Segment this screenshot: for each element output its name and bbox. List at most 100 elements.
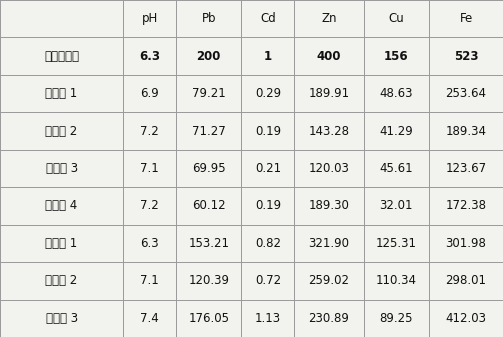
Bar xyxy=(241,262,294,300)
Bar xyxy=(364,300,429,337)
Bar xyxy=(241,75,294,112)
Bar xyxy=(241,150,294,187)
Bar xyxy=(176,300,241,337)
Text: 189.34: 189.34 xyxy=(446,125,486,137)
Text: 298.01: 298.01 xyxy=(446,274,486,287)
Bar xyxy=(176,225,241,262)
Text: 69.95: 69.95 xyxy=(192,162,225,175)
Bar xyxy=(429,262,503,300)
Text: 对比例 3: 对比例 3 xyxy=(46,312,77,325)
Bar xyxy=(0,187,123,225)
Bar xyxy=(294,225,364,262)
Text: Cd: Cd xyxy=(260,12,276,25)
Bar xyxy=(429,187,503,225)
Text: 200: 200 xyxy=(197,50,221,63)
Bar xyxy=(0,37,123,75)
Text: 实施例 1: 实施例 1 xyxy=(45,87,78,100)
Bar xyxy=(364,262,429,300)
Text: 0.19: 0.19 xyxy=(255,200,281,212)
Text: 7.1: 7.1 xyxy=(140,274,159,287)
Text: 89.25: 89.25 xyxy=(380,312,413,325)
Bar xyxy=(294,262,364,300)
Bar xyxy=(176,37,241,75)
Bar xyxy=(123,300,176,337)
Bar xyxy=(176,75,241,112)
Text: 120.03: 120.03 xyxy=(308,162,350,175)
Text: 对比例 2: 对比例 2 xyxy=(45,274,78,287)
Text: Zn: Zn xyxy=(321,12,337,25)
Text: 189.30: 189.30 xyxy=(308,200,350,212)
Bar xyxy=(176,150,241,187)
Text: 523: 523 xyxy=(454,50,478,63)
Bar xyxy=(123,37,176,75)
Bar xyxy=(176,262,241,300)
Bar xyxy=(241,225,294,262)
Bar xyxy=(0,112,123,150)
Bar xyxy=(364,187,429,225)
Text: 实施例 3: 实施例 3 xyxy=(46,162,77,175)
Text: 71.27: 71.27 xyxy=(192,125,226,137)
Text: 176.05: 176.05 xyxy=(188,312,229,325)
Bar xyxy=(429,0,503,37)
Bar xyxy=(0,300,123,337)
Bar xyxy=(364,112,429,150)
Bar xyxy=(364,150,429,187)
Text: 301.98: 301.98 xyxy=(446,237,486,250)
Bar xyxy=(123,225,176,262)
Bar xyxy=(429,225,503,262)
Bar xyxy=(123,112,176,150)
Bar xyxy=(241,187,294,225)
Text: 6.3: 6.3 xyxy=(140,237,159,250)
Bar xyxy=(0,0,123,37)
Bar xyxy=(241,300,294,337)
Text: 7.2: 7.2 xyxy=(140,200,159,212)
Bar xyxy=(294,37,364,75)
Bar xyxy=(429,112,503,150)
Bar xyxy=(429,75,503,112)
Bar xyxy=(364,0,429,37)
Bar xyxy=(0,75,123,112)
Text: 7.4: 7.4 xyxy=(140,312,159,325)
Text: 125.31: 125.31 xyxy=(376,237,417,250)
Text: 0.19: 0.19 xyxy=(255,125,281,137)
Text: 0.21: 0.21 xyxy=(255,162,281,175)
Text: 123.67: 123.67 xyxy=(446,162,486,175)
Text: 189.91: 189.91 xyxy=(308,87,350,100)
Text: 156: 156 xyxy=(384,50,408,63)
Text: 45.61: 45.61 xyxy=(380,162,413,175)
Bar xyxy=(176,112,241,150)
Text: 实验区土壤: 实验区土壤 xyxy=(44,50,79,63)
Bar xyxy=(294,0,364,37)
Bar xyxy=(241,112,294,150)
Text: 79.21: 79.21 xyxy=(192,87,226,100)
Text: Pb: Pb xyxy=(202,12,216,25)
Bar xyxy=(294,150,364,187)
Text: 6.9: 6.9 xyxy=(140,87,159,100)
Bar xyxy=(294,300,364,337)
Text: 0.82: 0.82 xyxy=(255,237,281,250)
Bar xyxy=(364,37,429,75)
Text: 0.72: 0.72 xyxy=(255,274,281,287)
Text: 41.29: 41.29 xyxy=(379,125,413,137)
Text: 259.02: 259.02 xyxy=(308,274,350,287)
Text: 6.3: 6.3 xyxy=(139,50,160,63)
Text: 110.34: 110.34 xyxy=(376,274,417,287)
Text: 1.13: 1.13 xyxy=(255,312,281,325)
Text: Fe: Fe xyxy=(459,12,473,25)
Bar xyxy=(294,75,364,112)
Bar xyxy=(176,0,241,37)
Text: 412.03: 412.03 xyxy=(446,312,486,325)
Bar xyxy=(123,187,176,225)
Bar xyxy=(364,75,429,112)
Text: 48.63: 48.63 xyxy=(380,87,413,100)
Text: 143.28: 143.28 xyxy=(308,125,350,137)
Text: 321.90: 321.90 xyxy=(308,237,350,250)
Bar xyxy=(123,150,176,187)
Text: Cu: Cu xyxy=(388,12,404,25)
Bar xyxy=(123,0,176,37)
Text: 1: 1 xyxy=(264,50,272,63)
Text: 400: 400 xyxy=(317,50,341,63)
Text: 7.1: 7.1 xyxy=(140,162,159,175)
Bar xyxy=(429,37,503,75)
Text: 120.39: 120.39 xyxy=(188,274,229,287)
